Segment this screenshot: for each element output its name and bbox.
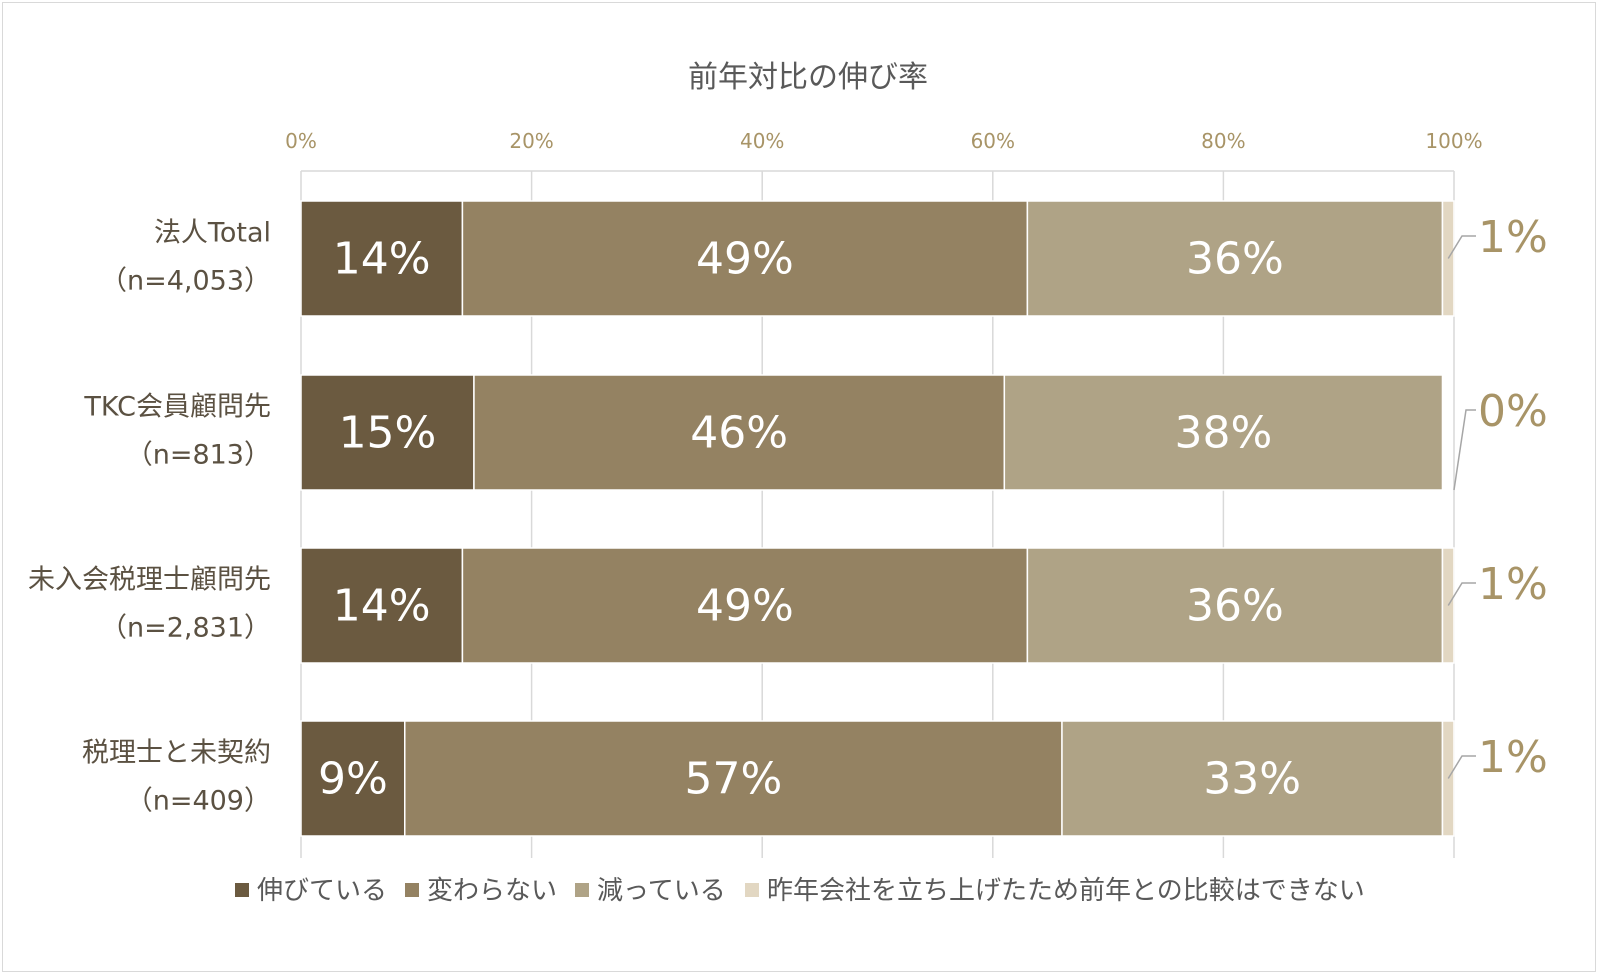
data-label: 36% xyxy=(1186,581,1284,632)
data-label-outside: 1% xyxy=(1478,212,1548,263)
x-tick-label: 60% xyxy=(971,129,1015,153)
chart-title: 前年対比の伸び率 xyxy=(688,60,928,95)
data-label-outside: 1% xyxy=(1478,559,1548,610)
legend: 伸びている 変わらない 減っている 昨年会社を立ち上げたため前年との比較はできない xyxy=(235,876,1365,906)
category-sublabel: （n=813） xyxy=(126,440,271,471)
data-label: 36% xyxy=(1186,234,1284,285)
data-label-outside: 0% xyxy=(1478,386,1548,437)
legend-swatch xyxy=(745,883,759,897)
bar-segment xyxy=(300,547,464,664)
legend-label: 伸びている xyxy=(257,876,387,906)
bar-segment xyxy=(1026,200,1444,317)
bar-segment xyxy=(461,200,1029,317)
bar-segment xyxy=(1061,720,1444,837)
bar-segment xyxy=(300,720,406,837)
category-sublabel: （n=4,053） xyxy=(100,266,271,297)
data-label-outside: 1% xyxy=(1478,732,1548,783)
bar-segment xyxy=(1003,374,1444,491)
data-label: 49% xyxy=(696,234,794,285)
bar-segment xyxy=(300,374,475,491)
category-label: 法人Total xyxy=(154,218,271,249)
data-label: 15% xyxy=(339,408,437,459)
legend-label: 減っている xyxy=(597,876,726,906)
x-tick-label: 20% xyxy=(509,129,553,153)
leader-line xyxy=(1447,582,1476,606)
bars xyxy=(300,200,1455,837)
leader-line xyxy=(1447,235,1476,259)
category-label: TKC会員顧問先 xyxy=(83,392,271,423)
category-label: 未入会税理士顧問先 xyxy=(28,565,271,596)
data-label: 46% xyxy=(690,408,788,459)
data-labels: 14% 49% 36% 1% 15% 46% 38% 0% 14% 49% 36% 1% 9% 57% 33… xyxy=(318,212,1548,805)
data-label: 14% xyxy=(333,234,431,285)
legend-swatch xyxy=(405,883,419,897)
data-label: 57% xyxy=(684,754,782,805)
x-tick-label: 0% xyxy=(285,129,317,153)
x-tick-label: 100% xyxy=(1425,129,1482,153)
bar-segment xyxy=(404,720,1063,837)
data-label: 33% xyxy=(1203,754,1301,805)
bar-segment xyxy=(473,374,1006,491)
bar-segment xyxy=(461,547,1029,664)
leader-line xyxy=(1453,409,1476,491)
category-sublabel: （n=2,831） xyxy=(100,613,271,644)
category-labels: 法人Total （n=4,053） TKC会員顧問先 （n=813） 未入会税理士顧問先… xyxy=(28,218,271,817)
category-sublabel: （n=409） xyxy=(126,786,271,817)
legend-label: 昨年会社を立ち上げたため前年との比較はできない xyxy=(767,876,1365,906)
legend-label: 変わらない xyxy=(427,876,557,906)
legend-swatch xyxy=(235,883,249,897)
bar-chart: 前年対比の伸び率 0% 20% 40% 60% 80% 100% 法人Total （n=4,… xyxy=(28,60,1548,906)
x-tick-label: 80% xyxy=(1201,129,1245,153)
legend-swatch xyxy=(575,883,589,897)
data-label: 14% xyxy=(333,581,431,632)
bar-segment xyxy=(300,200,464,317)
data-label: 38% xyxy=(1175,408,1273,459)
x-tick-label: 40% xyxy=(740,129,784,153)
data-label: 9% xyxy=(318,754,388,805)
x-axis-ticks: 0% 20% 40% 60% 80% 100% xyxy=(285,129,1482,153)
category-label: 税理士と未契約 xyxy=(82,738,271,769)
data-label: 49% xyxy=(696,581,794,632)
leader-line xyxy=(1447,755,1476,779)
